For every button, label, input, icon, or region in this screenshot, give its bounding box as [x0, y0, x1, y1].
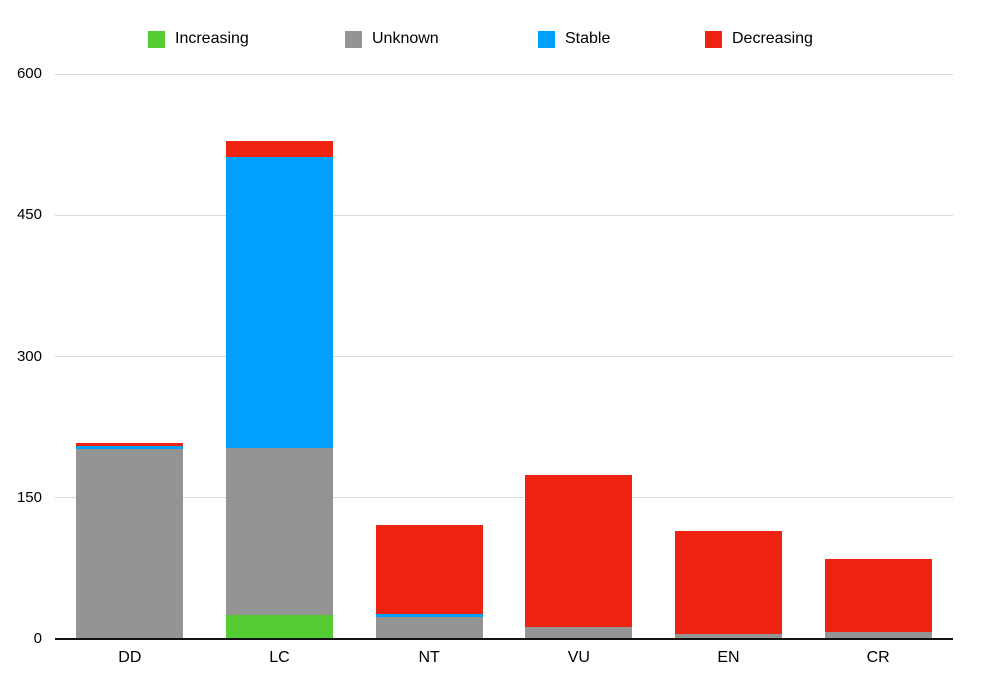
x-axis-tick-label-en: EN [717, 649, 740, 666]
x-axis-tick-label-nt: NT [418, 649, 440, 666]
y-axis-tick-label: 150 [16, 488, 42, 506]
x-axis-tick-label-lc: LC [269, 649, 290, 666]
x-axis-tick-label-cr: CR [866, 649, 890, 666]
bar-nt [375, 525, 483, 639]
bar-dd [76, 443, 184, 639]
legend-label-stable: Stable [565, 30, 611, 47]
bar-segment-increasing-lc [226, 615, 333, 639]
y-axis-tick-label: 450 [16, 206, 42, 224]
legend-swatch-stable-icon [538, 30, 555, 48]
x-axis-tick-label-dd: DD [118, 649, 142, 666]
legend-item-unknown: Unknown [345, 30, 439, 48]
bar-segment-unknown-cr [824, 632, 932, 639]
bar-vu [525, 475, 633, 639]
y-axis-tick-label: 300 [16, 347, 42, 365]
legend-label-increasing: Increasing [175, 30, 249, 47]
x-axis-tick-label-vu: VU [567, 649, 590, 666]
legend-label-unknown: Unknown [372, 30, 439, 47]
legend-swatch-decreasing-icon [705, 30, 722, 48]
gridline-150 [55, 497, 953, 499]
y-axis: 0 150 300 450 600 [0, 65, 42, 647]
legend-item-decreasing: Decreasing [705, 30, 813, 48]
legend-item-increasing: Increasing [148, 30, 249, 48]
legend-swatch-increasing-icon [148, 30, 165, 48]
y-axis-tick-label: 0 [33, 630, 42, 647]
bar-segment-stable-dd [76, 445, 184, 449]
bar-segment-unknown-lc [226, 447, 333, 616]
bar-segment-decreasing-lc [226, 140, 333, 157]
bar-segment-decreasing-en [675, 530, 782, 635]
bar-segment-decreasing-dd [76, 443, 184, 446]
bar-segment-stable-nt [375, 613, 483, 618]
bar-lc [226, 140, 333, 639]
legend-label-decreasing: Decreasing [732, 30, 813, 47]
legend-item-stable: Stable [538, 30, 610, 48]
bar-segment-stable-lc [226, 156, 333, 448]
bar-en [675, 530, 782, 639]
legend-swatch-unknown-icon [345, 30, 362, 48]
plot-area: DD LC NT VU EN CR [55, 73, 953, 666]
gridline-450 [55, 214, 953, 216]
bar-cr [824, 558, 932, 639]
bar-segment-unknown-vu [525, 626, 633, 639]
gridline-600 [55, 73, 953, 75]
gridline-300 [55, 356, 953, 357]
bar-segment-decreasing-vu [525, 475, 633, 627]
bar-segment-unknown-dd [76, 448, 184, 639]
bar-segment-unknown-en [675, 634, 782, 639]
bar-segment-decreasing-cr [824, 558, 932, 633]
y-axis-tick-label: 600 [16, 65, 42, 82]
x-axis-line [55, 638, 953, 640]
bar-segment-unknown-nt [375, 617, 483, 639]
bar-segment-decreasing-nt [375, 525, 483, 614]
